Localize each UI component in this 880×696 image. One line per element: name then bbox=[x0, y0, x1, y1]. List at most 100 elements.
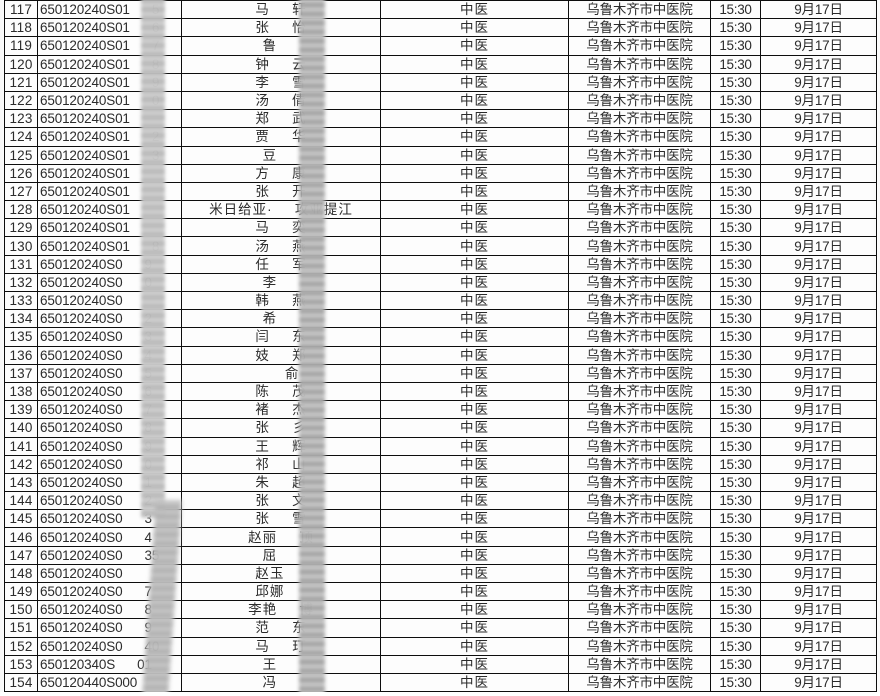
department-cell: 中医 bbox=[380, 545, 569, 565]
appointment-date-cell: 9月17日 bbox=[760, 36, 877, 56]
row-index-cell: 142 bbox=[4, 454, 38, 474]
hospital-cell: 乌鲁木齐市中医院 bbox=[568, 672, 711, 693]
hospital-cell: 乌鲁木齐市中医院 bbox=[568, 618, 711, 638]
row-index-cell: 118 bbox=[4, 18, 38, 38]
department-cell: 中医 bbox=[380, 563, 569, 584]
row-index-cell: 137 bbox=[4, 363, 38, 383]
patient-name-cell: 米日给亚· 攻亚提江 bbox=[181, 200, 381, 220]
department-cell: 中医 bbox=[380, 127, 569, 147]
appointment-time-cell: 15:30 bbox=[710, 581, 761, 602]
patient-name-cell: 闫 东 bbox=[181, 327, 381, 347]
appointment-date-cell: 9月17日 bbox=[760, 472, 877, 493]
appointment-time-cell: 15:30 bbox=[710, 163, 761, 183]
table-row: 128 650120240S01 米日给亚· 攻亚提江 中医 乌鲁木齐市中医院 15:3… bbox=[4, 200, 877, 220]
appointment-time-cell: 15:30 bbox=[710, 254, 761, 274]
patient-name-cell: 妓 郑 bbox=[181, 345, 381, 365]
department-cell: 中医 bbox=[380, 290, 569, 311]
row-index-cell: 145 bbox=[4, 509, 38, 529]
appointment-time-cell: 15:30 bbox=[710, 54, 761, 74]
appointment-time-cell: 15:30 bbox=[710, 36, 761, 56]
registration-id-cell: 650120240S01 bbox=[37, 109, 182, 129]
appointment-date-cell: 9月17日 bbox=[760, 454, 877, 474]
appointment-time-cell: 15:30 bbox=[710, 0, 761, 20]
registration-id-cell: 650120240S01 9 bbox=[37, 72, 182, 92]
patient-name-cell: 鲁 bbox=[181, 36, 381, 56]
registration-id-cell: 650120240S0 3 bbox=[37, 509, 182, 529]
table-row: 149 650120240S0 7 邱娜 中医 乌鲁木齐市中医院 15:30 9月17日 bbox=[4, 581, 877, 602]
row-index-cell: 154 bbox=[4, 672, 38, 693]
department-cell: 中医 bbox=[380, 672, 569, 693]
registration-id-cell: 650120240S01 6 bbox=[37, 18, 182, 38]
row-index-cell: 133 bbox=[4, 290, 38, 311]
department-cell: 中医 bbox=[380, 636, 569, 656]
patient-name-cell: 马 轩 bbox=[181, 0, 381, 20]
appointment-time-cell: 15:30 bbox=[710, 400, 761, 420]
appointment-date-cell: 9月17日 bbox=[760, 491, 877, 511]
row-index-cell: 139 bbox=[4, 400, 38, 420]
table-row: 147 650120240S0 35 屈 中医 乌鲁木齐市中医院 15:30 9月17日 bbox=[4, 545, 877, 565]
appointment-date-cell: 9月17日 bbox=[760, 0, 877, 20]
appointment-time-cell: 15:30 bbox=[710, 72, 761, 92]
department-cell: 中医 bbox=[380, 327, 569, 347]
department-cell: 中医 bbox=[380, 418, 569, 438]
patient-name-cell: 马 玎 bbox=[181, 636, 381, 656]
appointment-date-cell: 9月17日 bbox=[760, 127, 877, 147]
row-index-cell: 152 bbox=[4, 636, 38, 656]
appointment-time-cell: 15:30 bbox=[710, 654, 761, 674]
registration-id-cell: 650120240S0 35 bbox=[37, 545, 182, 565]
table-row: 150 650120240S0 8 李艳 博中医 乌鲁木齐市中医院 15:30 9月17日 bbox=[4, 600, 877, 620]
hospital-cell: 乌鲁木齐市中医院 bbox=[568, 381, 711, 402]
hospital-cell: 乌鲁木齐市中医院 bbox=[568, 18, 711, 38]
patient-name-cell: 赵丽 顶 bbox=[181, 527, 381, 547]
row-index-cell: 124 bbox=[4, 127, 38, 147]
appointment-time-cell: 15:30 bbox=[710, 127, 761, 147]
department-cell: 中医 bbox=[380, 181, 569, 202]
registration-id-cell: 650120240S01 bbox=[37, 181, 182, 202]
appointment-date-cell: 9月17日 bbox=[760, 72, 877, 92]
department-cell: 中医 bbox=[380, 163, 569, 183]
patient-name-cell: 屈 bbox=[181, 545, 381, 565]
appointment-time-cell: 15:30 bbox=[710, 327, 761, 347]
appointment-date-cell: 9月17日 bbox=[760, 618, 877, 638]
appointment-time-cell: 15:30 bbox=[710, 290, 761, 311]
hospital-cell: 乌鲁木齐市中医院 bbox=[568, 636, 711, 656]
department-cell: 中医 bbox=[380, 309, 569, 329]
appointment-time-cell: 15:30 bbox=[710, 563, 761, 584]
hospital-cell: 乌鲁木齐市中医院 bbox=[568, 218, 711, 238]
registration-id-cell: 650120240S01 bbox=[37, 163, 182, 183]
registration-id-cell: 650120240S0 5 bbox=[37, 363, 182, 383]
hospital-cell: 乌鲁木齐市中医院 bbox=[568, 36, 711, 56]
table-row: 127 650120240S01 张 开中医 乌鲁木齐市中医院 15:30 9月17日 bbox=[4, 181, 877, 202]
hospital-cell: 乌鲁木齐市中医院 bbox=[568, 254, 711, 274]
appointment-date-cell: 9月17日 bbox=[760, 581, 877, 602]
table-row: 153 650120340S 01 王 中医 乌鲁木齐市中医院 15:30 9月17日 bbox=[4, 654, 877, 674]
department-cell: 中医 bbox=[380, 36, 569, 56]
hospital-cell: 乌鲁木齐市中医院 bbox=[568, 236, 711, 256]
appointment-date-cell: 9月17日 bbox=[760, 181, 877, 202]
patient-name-cell: 俞 bbox=[181, 363, 381, 383]
row-index-cell: 138 bbox=[4, 381, 38, 402]
row-index-cell: 146 bbox=[4, 527, 38, 547]
registration-id-cell: 650120240S01 0 bbox=[37, 90, 182, 111]
row-index-cell: 141 bbox=[4, 436, 38, 456]
registration-id-cell: 650120240S0 40 bbox=[37, 636, 182, 656]
patient-name-cell: 汤 燕 bbox=[181, 236, 381, 256]
appointment-time-cell: 15:30 bbox=[710, 545, 761, 565]
hospital-cell: 乌鲁木齐市中医院 bbox=[568, 545, 711, 565]
registration-id-cell: 650120240S01 8 bbox=[37, 236, 182, 256]
appointment-date-cell: 9月17日 bbox=[760, 272, 877, 293]
appointment-time-cell: 15:30 bbox=[710, 381, 761, 402]
row-index-cell: 117 bbox=[4, 0, 38, 20]
patient-name-cell: 范 东 bbox=[181, 618, 381, 638]
department-cell: 中医 bbox=[380, 236, 569, 256]
